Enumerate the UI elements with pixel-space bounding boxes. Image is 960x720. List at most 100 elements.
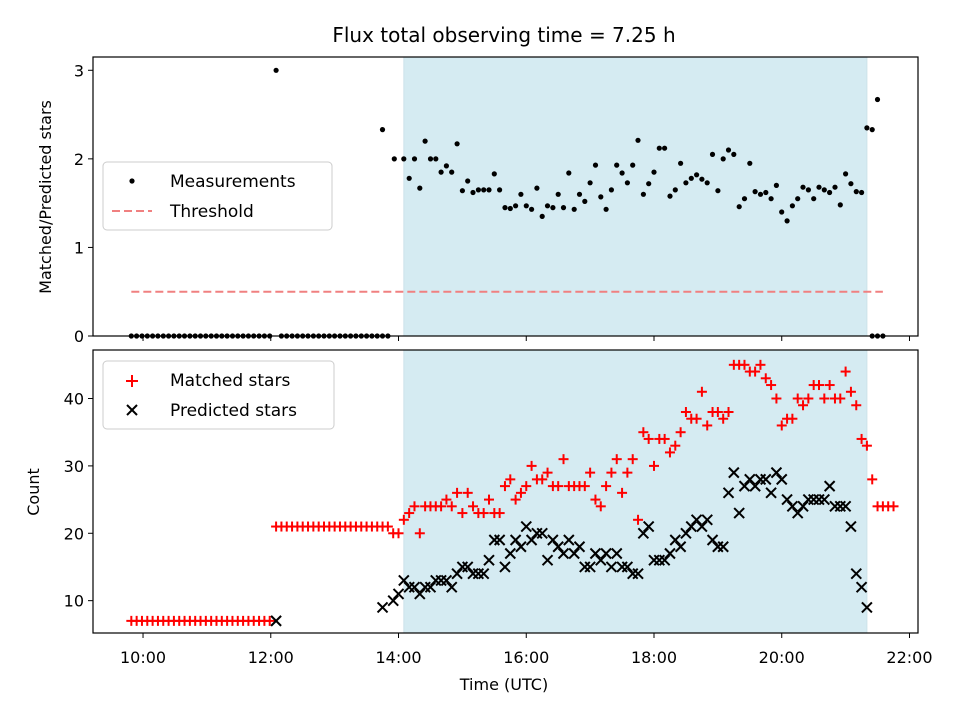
matched-star-point xyxy=(441,494,452,505)
matched-star-point xyxy=(723,406,734,417)
matched-star-point xyxy=(601,481,612,492)
matched-star-point xyxy=(718,413,729,424)
matched-star-point xyxy=(856,433,867,444)
matched-star-point xyxy=(840,366,851,377)
predicted-star-point xyxy=(440,574,453,587)
matched-star-point xyxy=(739,359,750,370)
measurement-point xyxy=(725,147,732,153)
measurement-point xyxy=(465,178,471,184)
measurement-point xyxy=(688,175,694,181)
measurement-point xyxy=(704,180,710,186)
measurement-point xyxy=(529,206,535,212)
measurement-point xyxy=(486,187,492,193)
measurement-point xyxy=(433,156,439,162)
matched-star-point xyxy=(787,413,798,424)
matched-star-point xyxy=(755,359,766,370)
legend-measurements-label: Measurements xyxy=(170,172,296,192)
measurement-point xyxy=(795,196,801,202)
bottom-x-tick-label: 22:00 xyxy=(886,648,932,667)
measurement-point xyxy=(805,187,812,193)
predicted-star-point xyxy=(637,527,650,539)
matched-star-point xyxy=(861,440,872,451)
matched-star-point xyxy=(633,514,644,525)
measurement-point xyxy=(401,156,407,162)
matched-star-point xyxy=(851,400,862,411)
matched-star-point xyxy=(382,521,393,532)
matched-star-point xyxy=(393,528,404,539)
measurement-point xyxy=(640,191,647,197)
bottom-predicted-points xyxy=(270,466,873,627)
matched-star-point xyxy=(510,494,521,505)
top-panel: 0 1 2 3 Matched/Predicted stars Measurement… xyxy=(36,56,919,346)
matched-star-point xyxy=(819,393,830,404)
predicted-star-point xyxy=(797,500,809,513)
predicted-star-point xyxy=(477,567,490,580)
bottom-span-highlight xyxy=(403,349,868,634)
measurement-point xyxy=(784,218,790,224)
matched-star-point xyxy=(888,501,899,512)
bottom-y-tick-label: 40 xyxy=(64,390,84,409)
predicted-star-point xyxy=(664,547,676,560)
legend-matched-marker xyxy=(126,375,138,387)
matched-star-point xyxy=(452,487,463,498)
legend-predicted-label: Predicted stars xyxy=(170,401,297,421)
measurement-point xyxy=(544,203,551,209)
measurement-point xyxy=(821,187,827,193)
measurement-point xyxy=(422,138,428,144)
measurement-point xyxy=(475,187,481,193)
measurement-point xyxy=(459,188,465,194)
legend-measurements-marker xyxy=(129,178,135,184)
top-y-tick-label: 1 xyxy=(74,238,84,257)
matched-star-point xyxy=(499,481,510,492)
measurement-point xyxy=(800,184,806,190)
predicted-star-point xyxy=(733,507,745,519)
predicted-star-point xyxy=(744,473,756,486)
measurement-point xyxy=(773,182,780,188)
measurement-point xyxy=(592,162,599,168)
measurement-point xyxy=(379,127,386,133)
measurement-point xyxy=(411,156,418,162)
matched-star-point xyxy=(824,380,835,391)
measurement-point xyxy=(560,205,567,211)
bottom-x-tick-label: 18:00 xyxy=(631,648,677,667)
measurement-point xyxy=(630,162,636,168)
matched-star-point xyxy=(750,366,761,377)
measurement-point xyxy=(789,203,796,209)
matched-star-point xyxy=(702,420,713,431)
predicted-star-point xyxy=(387,594,399,607)
predicted-star-point xyxy=(451,567,463,580)
predicted-star-point xyxy=(605,561,618,573)
measurement-point xyxy=(656,145,662,151)
predicted-star-point xyxy=(680,527,692,539)
matched-star-point xyxy=(494,508,505,519)
measurement-point xyxy=(497,187,503,193)
matched-star-point xyxy=(696,386,707,397)
measurement-point xyxy=(869,127,875,133)
matched-star-point xyxy=(542,467,553,478)
measurement-point xyxy=(598,194,604,200)
predicted-star-point xyxy=(589,547,602,560)
matched-star-point xyxy=(766,380,777,391)
measurement-point xyxy=(534,185,540,191)
predicted-star-point xyxy=(674,541,687,553)
predicted-star-point xyxy=(690,514,703,526)
predicted-star-point xyxy=(541,554,554,566)
measurement-point xyxy=(853,189,859,195)
measurement-point xyxy=(273,67,279,73)
predicted-star-point xyxy=(781,493,793,506)
measurement-point xyxy=(720,156,726,162)
matched-star-point xyxy=(792,393,803,404)
predicted-star-point xyxy=(398,574,410,587)
measurement-point xyxy=(699,176,705,182)
measurement-point xyxy=(443,163,449,169)
measurement-point xyxy=(811,196,817,202)
predicted-star-point xyxy=(855,581,868,593)
predicted-star-point xyxy=(823,480,836,492)
measurement-point xyxy=(507,205,513,212)
measurement-point xyxy=(827,189,833,196)
measurement-point xyxy=(837,202,843,208)
matched-star-point xyxy=(462,487,473,498)
predicted-star-point xyxy=(446,581,458,593)
predicted-star-point xyxy=(573,541,586,553)
